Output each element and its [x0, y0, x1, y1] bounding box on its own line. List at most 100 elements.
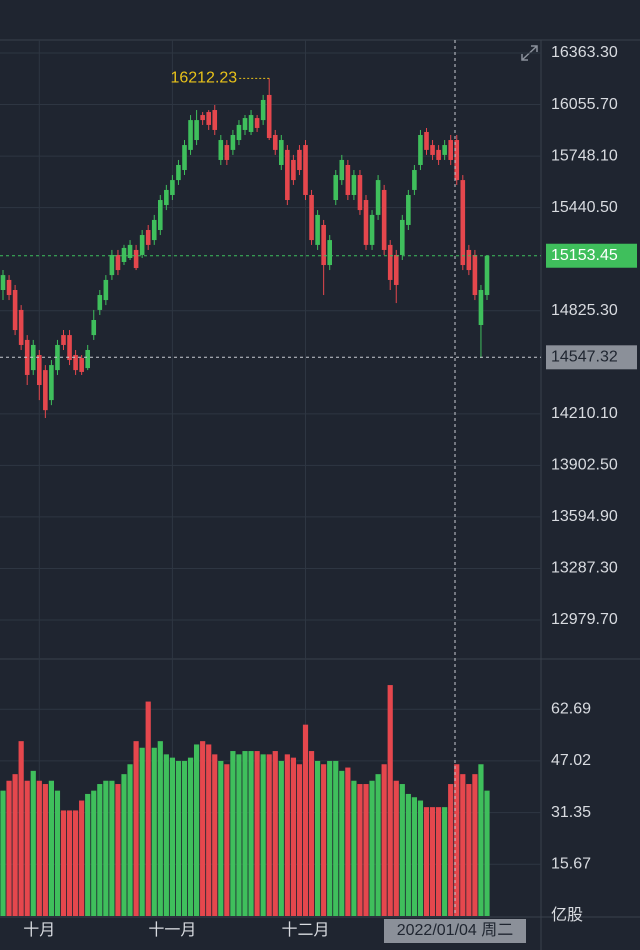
candle-body: [285, 149, 290, 201]
candle-body: [67, 335, 72, 361]
candle-body: [230, 134, 236, 150]
volume-bar: [327, 760, 333, 916]
candle-body: [242, 118, 248, 130]
volume-bar: [145, 701, 151, 916]
candle-body: [218, 140, 224, 160]
volume-bar: [200, 741, 206, 916]
y-tick-label: 14825.30: [551, 302, 618, 319]
y-tick-label: 16363.30: [551, 44, 618, 61]
candle-body: [103, 279, 109, 301]
volume-bar: [91, 790, 97, 916]
y-tick-label: 15440.50: [551, 199, 618, 216]
volume-bar: [357, 784, 363, 916]
volume-bar: [454, 764, 460, 916]
candle-body: [321, 224, 326, 266]
volume-bar: [36, 780, 42, 916]
candle-body: [55, 344, 60, 371]
volume-bar: [315, 760, 321, 916]
candle-body: [206, 112, 211, 125]
candle-body: [309, 194, 314, 241]
volume-bar: [411, 797, 417, 916]
candle-body: [454, 140, 460, 181]
candle-body: [121, 247, 127, 263]
volume-bar: [321, 764, 327, 916]
candle-body: [351, 175, 357, 195]
volume-tick-label: 15.67: [551, 856, 591, 873]
candle-body: [291, 159, 296, 181]
candle-body: [345, 164, 351, 195]
candle-body: [424, 131, 429, 150]
volume-bar: [442, 807, 448, 916]
candle-body: [442, 145, 447, 155]
candle-body: [460, 180, 466, 266]
candle-body: [333, 175, 339, 201]
candle-body: [266, 94, 272, 139]
crosshair-date-label: 2022/01/04 周二: [397, 922, 514, 939]
candle-body: [272, 134, 278, 150]
volume-bar: [460, 774, 466, 916]
candle-body: [139, 235, 145, 255]
volume-bar: [363, 784, 369, 916]
candle-body: [97, 295, 103, 310]
candle-body: [30, 344, 36, 371]
volume-bar: [115, 784, 121, 916]
volume-bar: [139, 747, 145, 916]
volume-bar: [296, 764, 303, 916]
candle-body: [363, 200, 369, 245]
volume-bar: [236, 754, 242, 916]
volume-bar: [169, 757, 175, 916]
volume-bar: [290, 757, 296, 916]
volume-bar: [0, 790, 6, 916]
candle-body: [158, 200, 163, 231]
volume-bar: [163, 754, 169, 916]
volume-bar: [436, 807, 442, 916]
volume-bar: [127, 764, 133, 916]
volume-bar: [278, 760, 284, 916]
volume-bar: [24, 780, 30, 916]
candle-body: [393, 254, 399, 285]
candle-body: [484, 255, 490, 296]
volume-bar: [405, 793, 411, 916]
volume-bar: [472, 774, 478, 916]
volume-bar: [381, 764, 387, 916]
candle-body: [224, 145, 230, 160]
candle-body: [327, 240, 332, 266]
candle-body: [412, 170, 417, 190]
candle-body: [164, 189, 169, 206]
candle-body: [236, 124, 242, 141]
candle-body: [254, 118, 260, 128]
candle-body: [248, 115, 254, 132]
candle-body: [406, 194, 411, 225]
volume-bar: [230, 751, 236, 916]
candle-body: [188, 120, 193, 150]
crosshair-price-box: [546, 345, 637, 370]
volume-bar: [97, 784, 103, 916]
volume-bar: [42, 784, 48, 916]
volume-bar: [272, 751, 278, 916]
volume-bar: [12, 774, 18, 916]
volume-bar: [175, 760, 182, 916]
candle-body: [303, 145, 308, 195]
candle-body: [170, 180, 175, 195]
volume-bar: [393, 780, 399, 916]
candle-body: [212, 110, 218, 130]
volume-bar: [302, 724, 309, 916]
y-tick-label: 12979.70: [551, 611, 618, 628]
volume-bar: [151, 747, 157, 916]
candle-body: [133, 249, 139, 269]
y-tick-label: 13594.90: [551, 508, 618, 525]
volume-bar: [6, 780, 12, 916]
volume-bar: [218, 760, 224, 916]
candle-body: [12, 289, 18, 331]
volume-bar: [399, 784, 405, 916]
volume-tick-label: 亿股: [551, 906, 583, 924]
volume-bar: [18, 741, 24, 916]
volume-bar: [242, 751, 248, 916]
volume-bar: [466, 784, 472, 916]
candle-body: [339, 159, 345, 181]
volume-bar: [73, 810, 79, 916]
candle-body: [37, 355, 42, 386]
volume-bar: [79, 800, 85, 916]
crosshair-price-label: 14547.32: [551, 349, 618, 366]
